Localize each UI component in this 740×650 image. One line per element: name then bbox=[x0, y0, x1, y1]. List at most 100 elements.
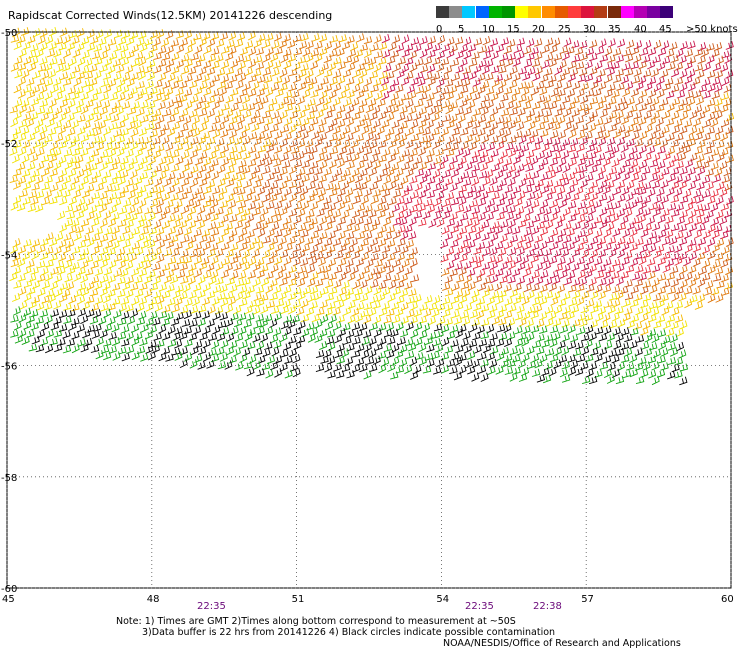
wind-barb bbox=[674, 174, 683, 184]
wind-barb bbox=[62, 120, 72, 129]
wind-barb bbox=[18, 313, 27, 323]
wind-barb bbox=[68, 321, 77, 331]
wind-barb bbox=[31, 238, 41, 248]
wind-barb bbox=[382, 49, 391, 59]
wind-barb bbox=[611, 213, 620, 223]
wind-barb bbox=[107, 64, 116, 75]
wind-barb bbox=[144, 64, 153, 74]
wind-barb bbox=[445, 176, 454, 186]
wind-barb bbox=[307, 98, 316, 107]
wind-barb bbox=[391, 120, 400, 129]
wind-barb bbox=[688, 196, 697, 205]
wind-barb bbox=[179, 358, 188, 369]
wind-barb bbox=[351, 322, 361, 331]
wind-barb bbox=[293, 201, 303, 210]
wind-barb bbox=[158, 282, 167, 292]
wind-barb bbox=[280, 305, 289, 315]
wind-barb bbox=[423, 168, 432, 179]
wind-barb bbox=[679, 98, 689, 107]
wind-barb bbox=[338, 287, 347, 296]
wind-barb bbox=[48, 41, 57, 51]
wind-barb bbox=[149, 86, 158, 96]
wind-barb bbox=[378, 56, 387, 65]
wind-barb bbox=[288, 124, 297, 134]
wind-barb bbox=[702, 132, 711, 142]
wind-barb bbox=[702, 90, 711, 99]
wind-barb bbox=[85, 196, 94, 207]
wind-barb bbox=[508, 247, 517, 256]
wind-barb bbox=[374, 90, 383, 101]
wind-barb bbox=[404, 266, 413, 276]
wind-barb bbox=[329, 76, 338, 86]
wind-barb bbox=[623, 250, 633, 260]
wind-barb bbox=[275, 298, 285, 308]
wind-barb bbox=[468, 170, 478, 179]
wind-barb bbox=[297, 139, 306, 149]
wind-barb bbox=[264, 326, 274, 335]
wind-barb bbox=[595, 185, 604, 195]
wind-barb bbox=[130, 267, 140, 277]
wind-barb bbox=[199, 81, 208, 90]
legend-swatch bbox=[436, 6, 449, 18]
wind-barb bbox=[403, 208, 412, 219]
wind-barb bbox=[333, 82, 342, 93]
wind-barb bbox=[544, 290, 554, 299]
wind-barb bbox=[184, 171, 194, 180]
wind-barb bbox=[319, 46, 328, 56]
wind-barb bbox=[517, 359, 526, 369]
wind-barb bbox=[257, 355, 266, 365]
wind-barb bbox=[463, 302, 473, 312]
wind-barb bbox=[260, 220, 269, 231]
wind-barb bbox=[225, 123, 235, 132]
wind-barb bbox=[386, 112, 395, 122]
wind-barb bbox=[446, 260, 455, 270]
wind-barb bbox=[655, 116, 664, 127]
wind-barb bbox=[566, 46, 575, 55]
wind-barb bbox=[581, 346, 590, 356]
wind-barb bbox=[584, 102, 593, 112]
legend-swatch bbox=[541, 6, 555, 18]
wind-barb bbox=[49, 196, 58, 205]
wind-barb bbox=[318, 243, 327, 253]
wind-barb bbox=[310, 271, 319, 281]
wind-barb bbox=[185, 199, 195, 208]
wind-barb bbox=[39, 337, 49, 347]
wind-barb bbox=[77, 114, 86, 123]
wind-barb bbox=[671, 363, 680, 373]
wind-barb bbox=[31, 169, 40, 178]
wind-barb bbox=[55, 232, 64, 242]
wind-barb bbox=[253, 179, 262, 189]
wind-barb bbox=[575, 115, 584, 125]
wind-barb bbox=[406, 126, 415, 137]
wind-barb bbox=[543, 247, 552, 257]
wind-barb bbox=[292, 327, 302, 336]
wind-barb bbox=[44, 90, 53, 101]
wind-barb bbox=[153, 219, 162, 230]
wind-barb bbox=[606, 193, 615, 204]
wind-barb bbox=[509, 372, 518, 382]
wind-barb bbox=[190, 305, 199, 315]
wind-barb bbox=[635, 376, 645, 385]
wind-barb bbox=[491, 77, 500, 88]
wind-barb bbox=[536, 206, 546, 216]
wind-barb bbox=[656, 103, 665, 112]
wind-barb bbox=[175, 185, 184, 194]
wind-barb bbox=[271, 40, 280, 50]
wind-barb bbox=[561, 319, 570, 328]
wind-barb bbox=[712, 259, 721, 269]
wind-barb bbox=[73, 231, 82, 242]
wind-barb bbox=[595, 172, 604, 182]
wind-barb bbox=[516, 291, 526, 300]
wind-barb bbox=[725, 195, 734, 206]
wind-barb bbox=[104, 184, 113, 193]
wind-barb bbox=[478, 59, 487, 68]
wind-barb bbox=[197, 289, 206, 299]
wind-barb bbox=[81, 300, 90, 311]
wind-barb bbox=[516, 163, 525, 173]
wind-barb bbox=[80, 133, 90, 143]
wind-barb bbox=[378, 336, 387, 346]
wind-barb bbox=[134, 176, 143, 186]
wind-barb bbox=[61, 62, 71, 72]
wind-barb bbox=[562, 95, 571, 104]
wind-barb bbox=[692, 272, 701, 282]
